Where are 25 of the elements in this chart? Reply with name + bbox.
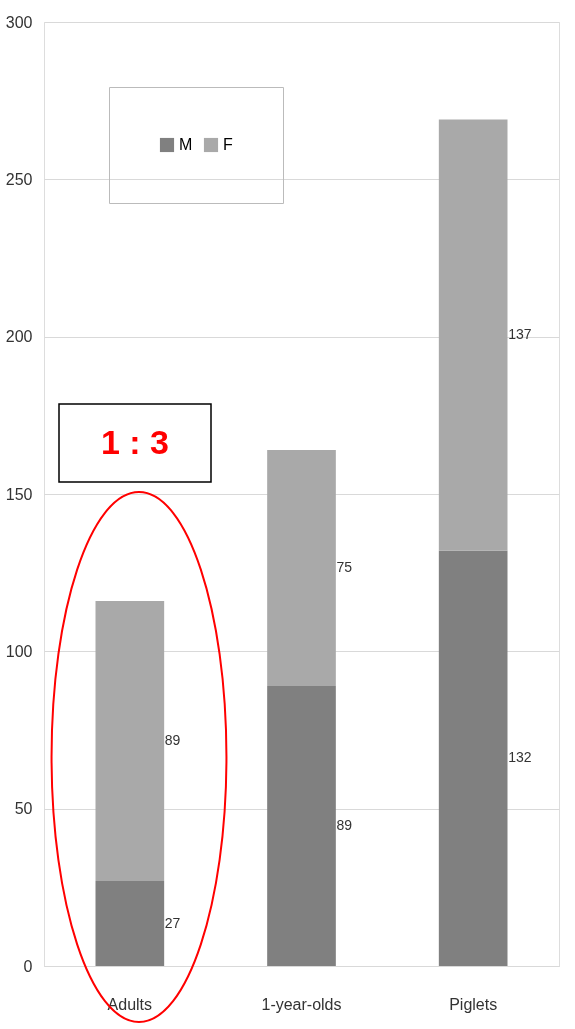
y-tick-label: 200 bbox=[5, 328, 33, 346]
bar bbox=[95, 881, 165, 966]
bar bbox=[267, 685, 336, 966]
bar bbox=[267, 449, 336, 686]
y-tick-label: 50 bbox=[14, 800, 33, 818]
data-label: 27 bbox=[164, 914, 181, 931]
legend-label: M bbox=[179, 136, 193, 153]
data-label: 137 bbox=[508, 326, 532, 343]
data-label: 89 bbox=[164, 732, 181, 749]
y-tick-label: 150 bbox=[5, 485, 33, 503]
y-tick-label: 300 bbox=[5, 13, 33, 31]
x-tick-label: Adults bbox=[107, 995, 153, 1013]
legend-label: F bbox=[223, 136, 233, 153]
bar bbox=[95, 600, 165, 882]
x-tick-label: Piglets bbox=[449, 995, 498, 1013]
data-label: 75 bbox=[336, 558, 353, 575]
x-tick-label: 1-year-olds bbox=[261, 995, 342, 1013]
y-tick-label: 0 bbox=[23, 957, 33, 975]
annotation: 1 : 3 bbox=[100, 423, 170, 461]
bar bbox=[438, 119, 508, 551]
data-label: 89 bbox=[336, 816, 353, 833]
y-tick-label: 100 bbox=[5, 642, 33, 660]
data-label: 132 bbox=[508, 749, 532, 766]
y-tick-label: 250 bbox=[5, 170, 33, 188]
bar bbox=[438, 550, 508, 966]
